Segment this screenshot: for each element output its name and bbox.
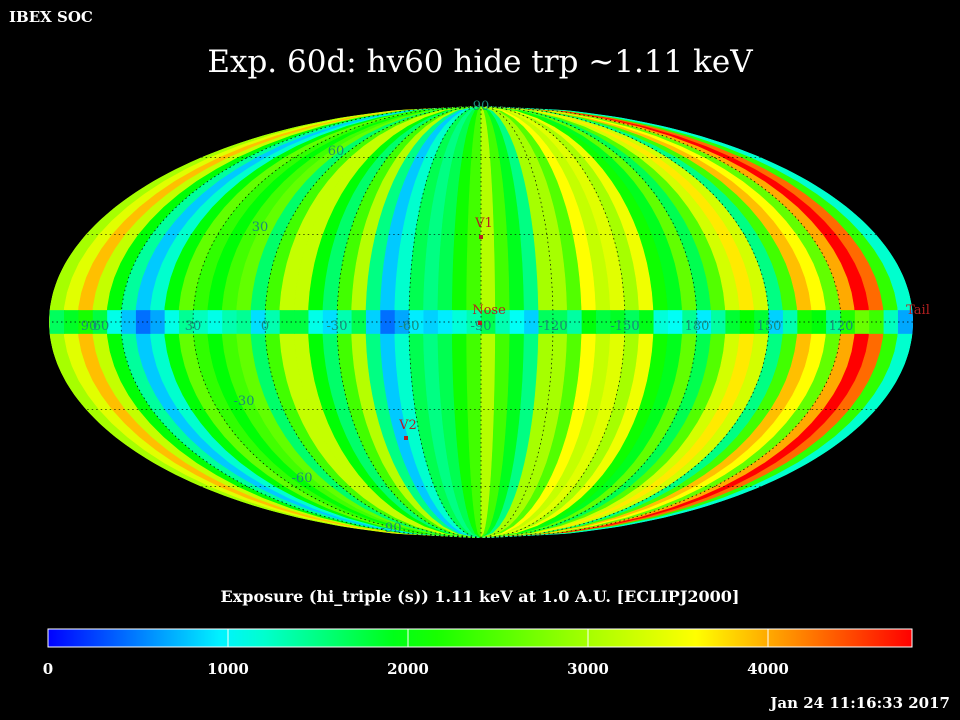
equator-cell	[581, 310, 597, 334]
marker-label: V1	[474, 216, 493, 231]
equator-cell	[78, 310, 94, 334]
equator-cell	[294, 310, 310, 334]
corner-label: IBEX SOC	[9, 8, 93, 26]
lat-tick-label: -30	[234, 394, 255, 409]
lon-tick-label: -150	[610, 319, 639, 334]
colorbar-tick-label: 0	[43, 660, 53, 678]
equator-cell	[394, 310, 410, 334]
equator-cell	[897, 310, 913, 334]
lon-tick-label: -60	[399, 319, 420, 334]
equator-cell	[466, 310, 482, 334]
equator-cell	[250, 310, 267, 334]
lon-tick-label: 180	[685, 319, 710, 334]
equator-cell	[768, 310, 784, 334]
equator-cell	[107, 310, 123, 334]
map-cells	[49, 106, 913, 538]
lon-tick-label: 0	[261, 319, 269, 334]
equator-cell	[653, 310, 669, 334]
equator-cell	[308, 310, 324, 334]
equator-cell	[596, 310, 612, 334]
equator-cell	[150, 310, 166, 334]
equator-cell	[725, 310, 741, 334]
chart-title: Exp. 60d: hv60 hide trp ~1.11 keV	[207, 44, 753, 80]
colorbar-tick-label: 3000	[567, 660, 609, 678]
equator-cell	[380, 310, 396, 334]
equator-cell	[437, 310, 454, 334]
equator-cell	[524, 310, 540, 334]
lat-tick-label: 90	[473, 99, 490, 114]
equator-cell	[509, 310, 525, 334]
equator-cell	[667, 310, 684, 334]
colorbar	[47, 628, 913, 648]
lon-tick-label: 120	[829, 319, 854, 334]
meridian-line	[408, 105, 482, 539]
lon-tick-label: 60	[93, 319, 110, 334]
meridian-line	[192, 105, 482, 539]
equator-cell	[739, 310, 755, 334]
equator-cell	[883, 310, 899, 334]
marker-label: V2	[398, 418, 417, 433]
equator-cell	[552, 310, 569, 334]
equator-cell	[64, 310, 80, 334]
equator-cell	[624, 310, 640, 334]
equator-cell	[754, 310, 770, 334]
meridian-line	[480, 105, 842, 539]
lon-tick-label: -120	[538, 319, 567, 334]
equator-cell	[135, 310, 152, 334]
timestamp: Jan 24 11:16:33 2017	[770, 694, 950, 712]
colorbar-tick-label: 4000	[747, 660, 789, 678]
colorbar-label: Exposure (hi_triple (s)) 1.11 keV at 1.0…	[220, 587, 740, 606]
lat-tick-label: -90	[381, 521, 402, 536]
equator-cell	[164, 310, 180, 334]
lon-tick-label: 150	[757, 319, 782, 334]
equator-cell	[610, 310, 626, 334]
lat-tick-label: 30	[252, 220, 269, 235]
meridian-line	[480, 105, 554, 539]
equator-cell	[826, 310, 842, 334]
equator-cell	[92, 310, 108, 334]
marker-dot	[478, 321, 482, 325]
equator-cell	[682, 310, 698, 334]
marker-label: Tail	[906, 303, 930, 318]
equator-cell	[811, 310, 827, 334]
meridian-line	[120, 105, 482, 539]
equator-cell	[840, 310, 856, 334]
lat-tick-label: 60	[328, 144, 345, 159]
colorbar-tick-label: 2000	[387, 660, 429, 678]
marker-dot	[404, 436, 408, 440]
lon-tick-label: 90	[81, 319, 98, 334]
colorbar-tick-label: 1000	[207, 660, 249, 678]
lon-tick-label: -90	[471, 319, 492, 334]
equator-cell	[452, 310, 468, 334]
equator-cell	[322, 310, 339, 334]
equator-cell	[179, 310, 195, 334]
meridian-line	[480, 105, 770, 539]
lat-tick-label: -60	[292, 471, 313, 486]
equator-cell	[696, 310, 712, 334]
equator-cell	[365, 310, 382, 334]
equator-cell	[222, 310, 238, 334]
marker-dot	[479, 235, 483, 239]
lon-tick-label: 30	[185, 319, 202, 334]
marker-label: Nose	[472, 303, 506, 318]
equator-cell	[236, 310, 252, 334]
lon-tick-label: -30	[327, 319, 348, 334]
equator-cell	[538, 310, 554, 334]
